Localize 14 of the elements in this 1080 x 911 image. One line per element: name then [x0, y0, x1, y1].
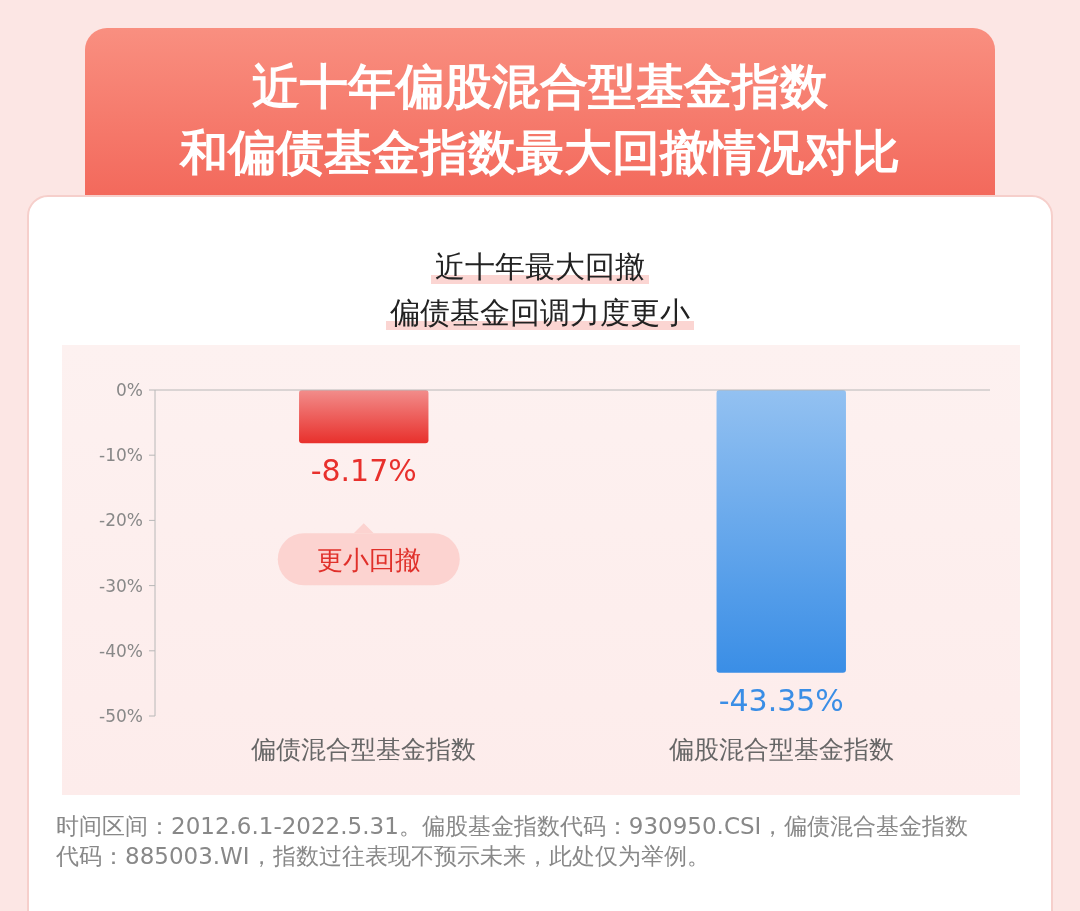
y-tick-label: -20%	[99, 510, 143, 531]
chart-subtitle: 近十年最大回撤偏债基金回调力度更小	[390, 249, 690, 330]
annotation: 更小回撤	[316, 545, 421, 576]
x-tick-label: 偏股混合型基金指数	[668, 735, 894, 764]
y-tick-label: -50%	[99, 705, 143, 726]
y-tick-label: -10%	[99, 445, 143, 466]
y-tick-label: -30%	[99, 575, 143, 596]
data-label: -8.17%	[310, 453, 417, 489]
chart-title: 近十年偏股混合型基金指数和偏债基金指数最大回撤情况对比	[178, 58, 900, 180]
x-tick-label: 偏债混合型基金指数	[251, 735, 477, 764]
text: 时间区间：2012.6.1-2022.5.31。偏股基金指数代码：930950.CSI，偏债混合基金指数代码：885003.WI，指数过往表现不预示未来，此处仅为举例。	[55, 813, 969, 869]
y-tick-label: 0%	[116, 379, 143, 400]
data-label: -43.35%	[718, 682, 844, 718]
y-tick-label: -40%	[99, 640, 143, 661]
